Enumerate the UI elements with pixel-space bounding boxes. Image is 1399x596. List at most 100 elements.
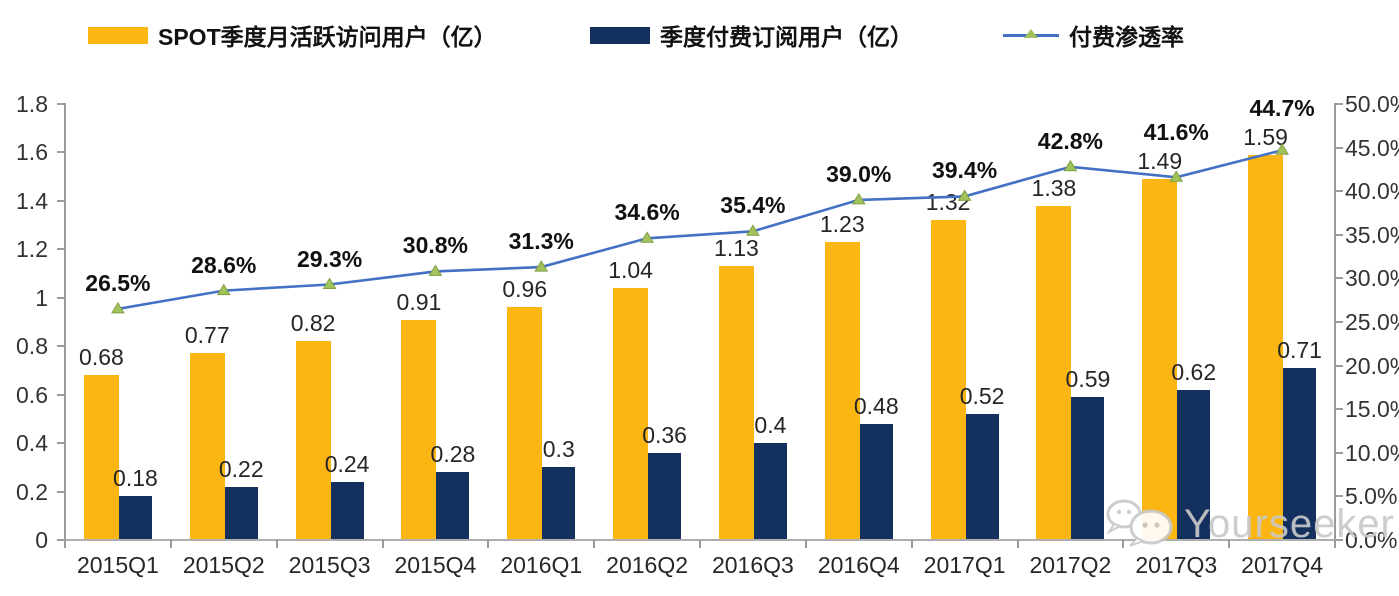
penetration-value-label: 34.6%	[614, 199, 680, 226]
paid-value-label: 0.48	[853, 392, 899, 419]
bar-paid	[330, 481, 364, 539]
paid-value-label: 0.4	[754, 412, 787, 439]
x-axis-tick	[804, 540, 807, 548]
left-axis-tick-label: 0.6	[16, 381, 48, 408]
mau-value-label: 1.59	[1243, 123, 1288, 150]
x-axis-tick	[64, 540, 66, 548]
triangle-marker-icon	[957, 189, 972, 201]
triangle-marker-icon	[1275, 143, 1289, 155]
bar-mau	[1036, 205, 1072, 539]
legend-item-penetration: 付费渗透率	[1003, 18, 1184, 52]
right-axis-tick	[1336, 146, 1343, 149]
x-category-label: 2015Q2	[182, 552, 265, 578]
penetration-value-label: 28.6%	[191, 251, 257, 278]
triangle-marker-icon	[322, 277, 337, 290]
paid-value-label: 0.18	[113, 465, 158, 492]
mau-value-label: 1.38	[1031, 174, 1077, 201]
x-category-label: 2017Q2	[1029, 552, 1112, 578]
penetration-value-label: 31.3%	[508, 228, 574, 255]
penetration-value-label: 30.8%	[402, 232, 469, 259]
right-axis-tick-label: 0.0%	[1345, 527, 1398, 553]
bar-paid	[648, 452, 682, 539]
bar-mau	[1142, 179, 1178, 539]
bar-mau	[1248, 154, 1284, 539]
penetration-line-swatch	[1003, 25, 1059, 45]
legend-item-mau: SPOT季度月活跃访问用户（亿）	[88, 18, 497, 52]
mau-value-label: 1.23	[819, 211, 865, 238]
left-axis-tick	[57, 248, 64, 251]
right-axis-tick-label: 40.0%	[1345, 178, 1399, 205]
legend-label-penetration: 付费渗透率	[1069, 24, 1184, 50]
bar-paid	[224, 486, 258, 539]
bar-paid	[1177, 389, 1211, 539]
triangle-marker-icon	[640, 231, 654, 243]
bar-paid	[1071, 397, 1105, 539]
left-axis-tick	[57, 442, 64, 445]
bar-mau	[507, 307, 543, 539]
mau-value-label: 0.91	[396, 288, 442, 315]
mau-value-label: 1.13	[714, 235, 759, 262]
x-category-label: 2016Q2	[606, 552, 689, 578]
bar-mau	[401, 319, 437, 539]
penetration-value-label: 29.3%	[296, 245, 363, 272]
mau-value-label: 1.04	[608, 257, 653, 284]
left-axis-tick-label: 0	[35, 527, 48, 553]
mau-bar-swatch	[88, 26, 148, 44]
triangle-marker-icon	[428, 264, 443, 276]
x-axis-tick	[275, 540, 278, 548]
right-axis-tick	[1336, 539, 1343, 541]
paid-value-label: 0.36	[642, 421, 687, 448]
paid-value-label: 0.28	[430, 441, 476, 468]
right-axis-tick	[1336, 277, 1343, 280]
triangle-marker-icon	[534, 260, 549, 272]
x-axis-tick	[169, 540, 172, 548]
left-axis-tick-label: 0.8	[16, 333, 48, 360]
x-axis-tick	[381, 540, 384, 548]
legend-item-paid: 季度付费订阅用户（亿）	[590, 18, 913, 52]
paid-value-label: 0.24	[324, 450, 370, 477]
x-category-label: 2016Q4	[817, 552, 900, 578]
right-axis-tick	[1336, 408, 1343, 411]
legend-label-mau: SPOT季度月活跃访问用户（亿）	[158, 24, 497, 50]
right-axis-tick-label: 25.0%	[1345, 309, 1399, 335]
left-axis-tick	[57, 490, 64, 493]
left-axis-tick	[57, 199, 64, 202]
mau-value-label: 1.49	[1137, 148, 1183, 175]
right-axis-tick	[1336, 233, 1343, 236]
paid-value-label: 0.59	[1065, 366, 1111, 393]
bar-mau	[83, 375, 119, 539]
bar-mau	[189, 353, 225, 539]
triangle-marker-icon	[1169, 170, 1184, 182]
paid-value-label: 0.71	[1277, 337, 1322, 364]
paid-value-label: 0.22	[218, 455, 264, 482]
triangle-marker-icon	[216, 283, 231, 296]
bar-paid	[118, 496, 152, 539]
right-axis-tick-label: 35.0%	[1345, 221, 1399, 248]
triangle-marker-icon	[111, 301, 125, 314]
mau-value-label: 0.82	[290, 310, 336, 337]
left-axis-tick-label: 1.8	[16, 91, 48, 117]
penetration-value-label: 35.4%	[720, 192, 786, 219]
left-axis-tick	[57, 296, 64, 299]
left-axis-tick-label: 1.2	[16, 236, 48, 263]
right-axis-line	[1334, 103, 1336, 540]
mau-value-label: 0.68	[79, 344, 124, 371]
left-axis-line	[64, 103, 66, 540]
x-category-label: 2015Q4	[394, 552, 477, 578]
bar-paid	[542, 467, 576, 539]
bar-mau	[930, 220, 966, 539]
right-axis-tick-label: 15.0%	[1345, 396, 1399, 423]
right-axis-tick-label: 50.0%	[1345, 91, 1399, 117]
x-category-label: 2017Q3	[1135, 552, 1218, 578]
x-axis-tick	[1122, 540, 1125, 548]
paid-value-label: 0.52	[959, 383, 1005, 410]
right-axis-tick	[1336, 321, 1343, 323]
left-axis-tick-label: 1.4	[16, 187, 48, 214]
right-axis-tick-label: 10.0%	[1345, 439, 1399, 466]
x-axis-tick	[1228, 540, 1231, 548]
right-axis-tick	[1336, 190, 1343, 193]
paid-bar-swatch	[590, 26, 650, 44]
penetration-value-label: 42.8%	[1037, 127, 1104, 154]
left-axis-tick	[57, 393, 64, 396]
x-axis-tick	[593, 540, 596, 548]
